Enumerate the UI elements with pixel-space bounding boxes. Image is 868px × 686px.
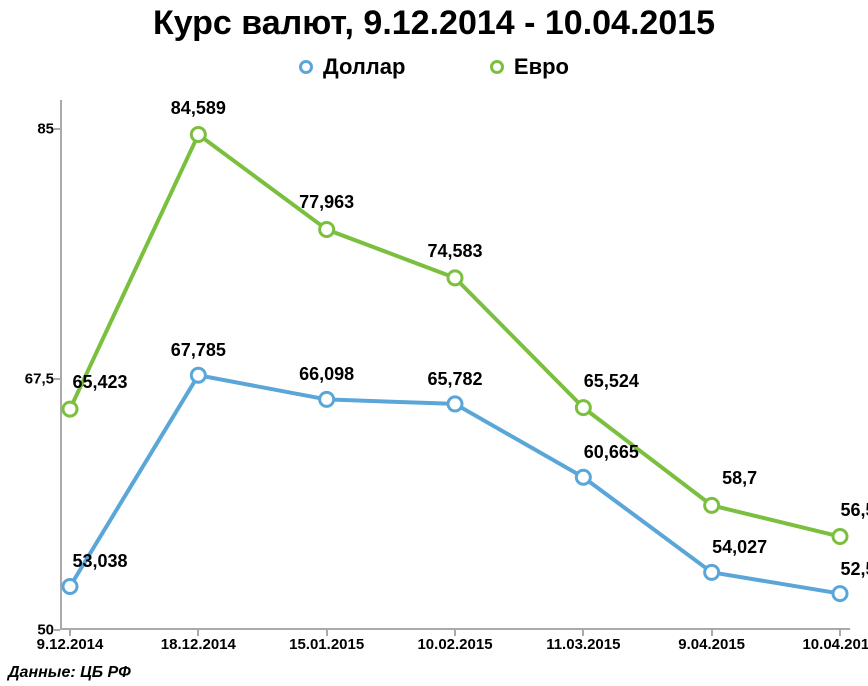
data-label: 58,7	[722, 468, 757, 489]
legend-label-euro: Евро	[514, 54, 569, 80]
source-text: Данные: ЦБ РФ	[8, 664, 131, 682]
legend-marker-euro	[490, 60, 504, 74]
data-label: 66,098	[299, 364, 354, 385]
x-tick	[69, 630, 71, 636]
data-label: 65,524	[584, 371, 639, 392]
x-tick	[582, 630, 584, 636]
y-tick	[54, 378, 60, 380]
data-label: 67,785	[171, 340, 226, 361]
data-label: 53,038	[72, 551, 127, 572]
series-marker	[63, 402, 77, 416]
series-marker	[705, 565, 719, 579]
series-marker	[63, 579, 77, 593]
series-marker	[576, 470, 590, 484]
data-label: 74,583	[427, 241, 482, 262]
x-tick	[711, 630, 713, 636]
data-label: 56,525	[840, 500, 868, 521]
data-label: 65,423	[72, 372, 127, 393]
chart-container: Курс валют, 9.12.2014 - 10.04.2015 Долла…	[0, 0, 868, 686]
data-label: 84,589	[171, 98, 226, 119]
x-tick	[454, 630, 456, 636]
x-tick-label: 10.04.2015	[802, 630, 868, 653]
legend-item-dollar: Доллар	[299, 54, 405, 80]
series-marker	[191, 128, 205, 142]
x-tick	[839, 630, 841, 636]
series-marker	[833, 587, 847, 601]
legend: Доллар Евро	[0, 54, 868, 80]
plot-area: 5067,5859.12.201418.12.201415.01.201510.…	[60, 100, 850, 630]
series-marker	[576, 401, 590, 415]
legend-item-euro: Евро	[490, 54, 569, 80]
x-tick	[326, 630, 328, 636]
legend-label-dollar: Доллар	[323, 54, 405, 80]
series-marker	[833, 530, 847, 544]
series-marker	[320, 392, 334, 406]
data-label: 77,963	[299, 192, 354, 213]
data-label: 65,782	[427, 369, 482, 390]
x-tick	[197, 630, 199, 636]
series-marker	[705, 498, 719, 512]
chart-title: Курс валют, 9.12.2014 - 10.04.2015	[0, 4, 868, 43]
data-label: 60,665	[584, 442, 639, 463]
data-label: 52,542	[840, 559, 868, 580]
series-marker	[448, 271, 462, 285]
series-marker	[320, 222, 334, 236]
y-tick	[54, 128, 60, 130]
series-marker	[191, 368, 205, 382]
series-marker	[448, 397, 462, 411]
data-label: 54,027	[712, 537, 767, 558]
legend-marker-dollar	[299, 60, 313, 74]
